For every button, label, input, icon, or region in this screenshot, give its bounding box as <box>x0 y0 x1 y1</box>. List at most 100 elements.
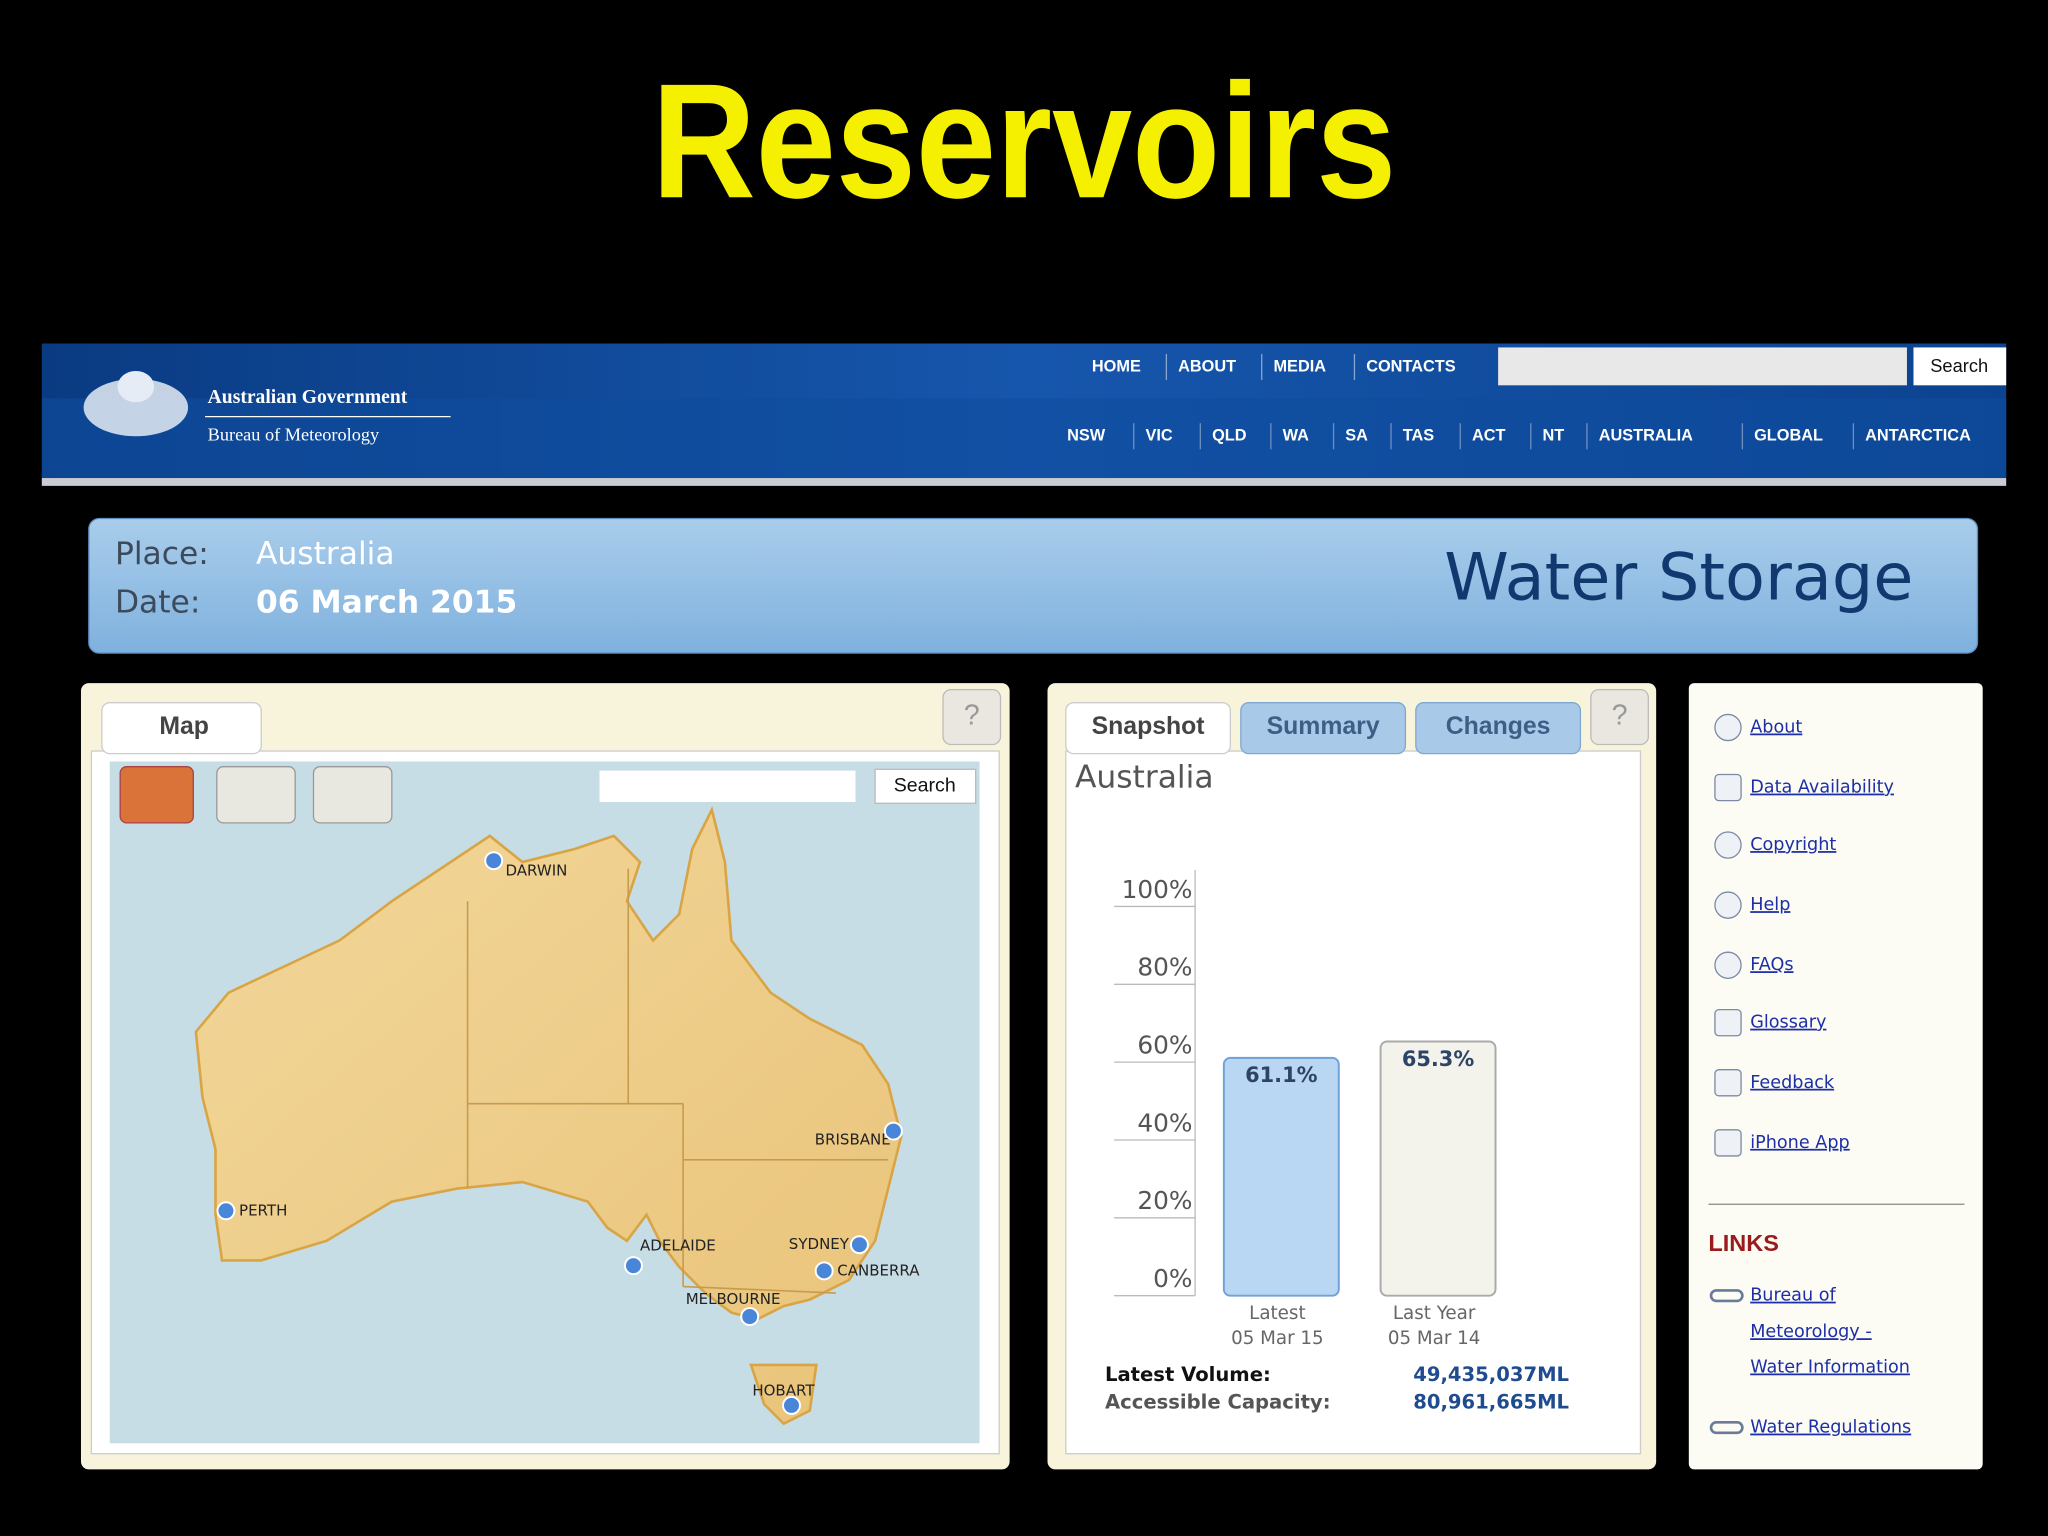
region-nav-link[interactable]: NT <box>1543 427 1565 445</box>
search-input[interactable] <box>1498 347 1907 386</box>
panel-tab[interactable] <box>1240 702 1407 755</box>
sidebar-link[interactable]: Glossary <box>1750 1013 1826 1033</box>
city-marker[interactable] <box>484 851 504 871</box>
city-label: HOBART <box>752 1382 815 1400</box>
links-heading: LINKS <box>1708 1230 1779 1256</box>
sidebar-link[interactable]: About <box>1750 718 1802 738</box>
city-marker[interactable] <box>883 1121 903 1141</box>
agency-name: Bureau of Meteorology <box>208 424 380 444</box>
region-nav-link[interactable]: QLD <box>1212 427 1247 445</box>
y-tick-label: 20% <box>1137 1186 1192 1215</box>
sidebar-link[interactable]: Feedback <box>1750 1073 1835 1093</box>
stat-label: Accessible Capacity: <box>1105 1390 1331 1413</box>
panel-tab[interactable] <box>1415 702 1582 755</box>
region-nav-link[interactable]: GLOBAL <box>1754 427 1823 445</box>
map-tab[interactable] <box>101 702 262 755</box>
link-icon <box>1714 773 1742 802</box>
y-tick-label: 40% <box>1137 1108 1192 1137</box>
city-marker[interactable] <box>814 1261 834 1281</box>
city-marker[interactable] <box>216 1201 236 1221</box>
crest <box>83 370 189 437</box>
region-nav-link[interactable]: AUSTRALIA <box>1599 427 1693 445</box>
chain-icon <box>1709 1289 1744 1303</box>
link-icon <box>1714 1129 1742 1157</box>
stat-value: 80,961,665ML <box>1413 1390 1569 1413</box>
snapshot-frame <box>1065 750 1642 1455</box>
city-label: DARWIN <box>505 862 567 880</box>
city-marker[interactable] <box>849 1235 869 1255</box>
map-view-button[interactable] <box>216 766 296 824</box>
panel-tab-label[interactable]: Summary <box>1267 713 1380 740</box>
header-rule <box>41 478 2007 486</box>
australia-map <box>194 806 903 1426</box>
city-marker[interactable] <box>740 1307 760 1327</box>
search-button-label[interactable]: Search <box>1930 355 1988 376</box>
help-button[interactable] <box>942 688 1002 746</box>
region-nav-link[interactable]: WA <box>1283 427 1309 445</box>
map-search-input[interactable] <box>599 770 856 802</box>
city-label: SYDNEY <box>789 1235 850 1253</box>
link-icon <box>1714 831 1742 859</box>
y-tick-label: 60% <box>1137 1030 1192 1059</box>
x-category-label: Latest <box>1249 1303 1305 1324</box>
external-link[interactable]: Meteorology - <box>1750 1322 1872 1342</box>
city-label: CANBERRA <box>837 1261 920 1279</box>
region-nav-link[interactable]: SA <box>1345 427 1368 445</box>
page-heading: Water Storage <box>1444 539 1913 615</box>
region-nav-link[interactable]: ANTARCTICA <box>1865 427 1971 445</box>
sidebar-link[interactable]: Help <box>1750 895 1790 915</box>
search-button[interactable] <box>1913 347 2007 386</box>
region-nav-link[interactable]: VIC <box>1145 427 1172 445</box>
region-nav-link[interactable]: ACT <box>1472 427 1506 445</box>
link-icon <box>1714 951 1742 979</box>
y-tick-label: 80% <box>1137 953 1192 982</box>
map-search-button[interactable] <box>874 768 977 804</box>
region-bar <box>41 398 2007 479</box>
region-nav-link[interactable]: NSW <box>1067 427 1106 445</box>
map-search-label[interactable]: Search <box>894 774 956 796</box>
sidebar-link[interactable]: FAQs <box>1750 955 1793 975</box>
x-date-label: 05 Mar 14 <box>1388 1328 1481 1349</box>
sidebar-link[interactable]: Data Availability <box>1750 778 1894 798</box>
bar-value-label: 65.3% <box>1402 1047 1475 1071</box>
city-label: MELBOURNE <box>686 1290 781 1308</box>
date-label: Date: <box>115 584 200 620</box>
bar <box>1379 1040 1497 1297</box>
place-value: Australia <box>256 536 395 572</box>
city-marker[interactable] <box>623 1256 643 1276</box>
state-borders <box>466 868 889 1294</box>
map-tab-label[interactable]: Map <box>159 713 209 740</box>
date-value: 06 March 2015 <box>256 584 517 620</box>
chain-icon <box>1709 1421 1744 1435</box>
panel-tab[interactable] <box>1065 702 1232 755</box>
city-label: BRISBANE <box>815 1131 891 1149</box>
external-link[interactable]: Water Regulations <box>1750 1418 1911 1438</box>
city-marker[interactable] <box>782 1395 801 1415</box>
stat-label: Latest Volume: <box>1105 1363 1271 1386</box>
external-link[interactable]: Bureau of <box>1750 1286 1836 1306</box>
map-view-button[interactable] <box>119 766 194 824</box>
help-button[interactable] <box>1590 688 1649 746</box>
city-label: ADELAIDE <box>640 1237 716 1255</box>
help-label[interactable]: ? <box>964 700 980 732</box>
org-name: Australian Government <box>208 387 408 408</box>
link-icon <box>1714 891 1742 919</box>
sidebar-link[interactable]: iPhone App <box>1750 1133 1850 1153</box>
map-view-button[interactable] <box>312 766 393 824</box>
panel-tab-label[interactable]: Changes <box>1446 713 1551 740</box>
stat-value: 49,435,037ML <box>1413 1363 1569 1386</box>
external-link[interactable]: Water Information <box>1750 1358 1910 1378</box>
top-nav-link[interactable]: CONTACTS <box>1366 357 1456 375</box>
top-nav-link[interactable]: MEDIA <box>1273 357 1326 375</box>
sidebar-link[interactable]: Copyright <box>1750 835 1836 855</box>
banner <box>88 517 1979 654</box>
top-nav-link[interactable]: ABOUT <box>1178 357 1236 375</box>
help-label[interactable]: ? <box>1612 700 1628 732</box>
link-icon <box>1714 1008 1742 1037</box>
top-nav-link[interactable]: HOME <box>1092 357 1141 375</box>
region-nav-link[interactable]: TAS <box>1403 427 1435 445</box>
panel-tab-label[interactable]: Snapshot <box>1092 713 1205 740</box>
link-icon <box>1714 1069 1742 1097</box>
x-date-label: 05 Mar 15 <box>1231 1328 1324 1349</box>
